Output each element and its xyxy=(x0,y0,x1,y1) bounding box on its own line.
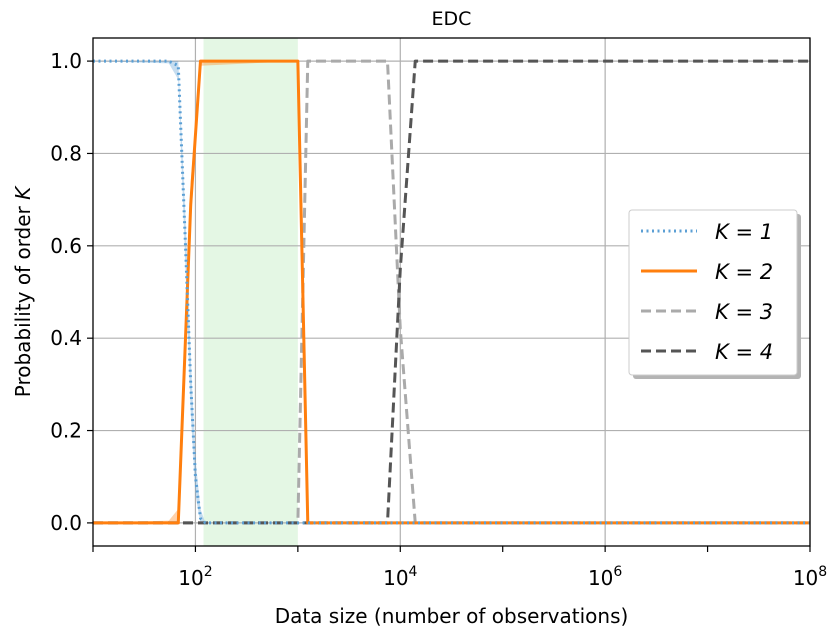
series-1-line xyxy=(93,59,810,525)
legend-label-4: K = 4 xyxy=(715,340,773,364)
x-tick-label: 106 xyxy=(588,564,622,590)
x-tick-label: 102 xyxy=(178,564,212,590)
y-axis-title: Probability of order K xyxy=(11,185,35,397)
x-tick-label: 104 xyxy=(383,564,417,590)
y-tick-label: 0.4 xyxy=(50,326,82,350)
legend-label-2: K = 2 xyxy=(715,260,773,284)
legend-label-3: K = 3 xyxy=(715,300,773,324)
legend-box xyxy=(628,209,798,376)
y-tick-label: 1.0 xyxy=(50,49,82,73)
y-tick-label: 0.8 xyxy=(50,141,82,165)
x-axis-title: Data size (number of observations) xyxy=(275,604,629,628)
shaded-region xyxy=(203,38,298,546)
plot-area: 102 104 106 108 0.0 0.2 0.4 0.6 0.8 1.0 xyxy=(50,37,827,590)
chart-title: EDC xyxy=(432,8,472,30)
plot-frame xyxy=(92,37,811,547)
y-tick-label: 0.0 xyxy=(50,511,82,535)
x-tick-label: 108 xyxy=(793,564,827,590)
y-tick-label: 0.6 xyxy=(50,234,82,258)
legend-label-1: K = 1 xyxy=(715,220,773,244)
series-4-line xyxy=(93,59,810,525)
legend: K = 1 K = 2 K = 3 K = 4 xyxy=(628,209,801,379)
y-tick-label: 0.2 xyxy=(50,419,82,443)
